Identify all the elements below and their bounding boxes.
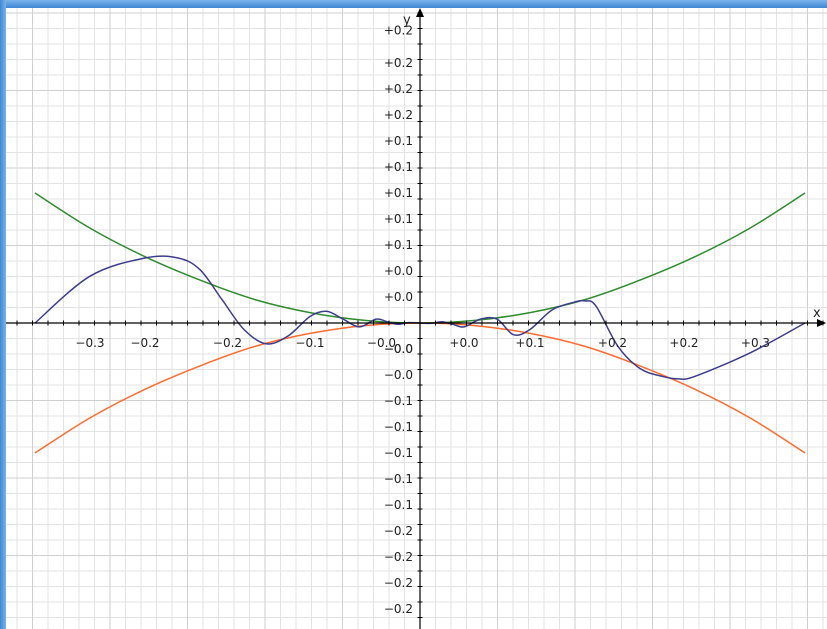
y-tick-label: −0.2: [384, 524, 413, 538]
x-tick-label: −0.1: [295, 336, 324, 350]
y-tick-label: −0.1: [384, 420, 413, 434]
x-tick-label: +0.0: [449, 336, 478, 350]
x-tick-label: +0.2: [598, 336, 627, 350]
x-tick-label: −0.3: [75, 336, 104, 350]
y-tick-label: −0.1: [384, 498, 413, 512]
y-tick-label: −0.0: [384, 342, 413, 356]
x-tick-label: −0.2: [213, 336, 242, 350]
y-tick-label: +0.1: [384, 134, 413, 148]
y-tick-label: −0.1: [384, 394, 413, 408]
x-axis-label: x: [813, 306, 821, 321]
plot-area[interactable]: x y −0.3 −0.2 −0.2 −0.1 −0.0 +0.0 +0.1 +0.2 +0.2…: [6, 8, 827, 629]
y-tick-label: +0.2: [384, 56, 413, 70]
x-tick-label: +0.1: [515, 336, 544, 350]
x-tick-label: +0.2: [669, 336, 698, 350]
x-tick-label: +0.3: [741, 336, 770, 350]
y-tick-label: +0.2: [384, 108, 413, 122]
y-tick-label: +0.2: [384, 24, 413, 38]
y-tick-label: −0.1: [384, 472, 413, 486]
y-tick-label: +0.1: [384, 212, 413, 226]
origin-tick-label: −0.0: [384, 342, 413, 356]
grid: [6, 8, 827, 629]
window-frame-left: [0, 0, 6, 629]
y-tick-label: +0.1: [384, 160, 413, 174]
y-tick-label: −0.2: [384, 602, 413, 616]
y-tick-label: +0.0: [384, 290, 413, 304]
axes: x y: [6, 8, 826, 629]
y-tick-label: −0.2: [384, 576, 413, 590]
y-tick-label: −0.2: [384, 550, 413, 564]
y-tick-label: −0.0: [384, 368, 413, 382]
y-axis-label: y: [403, 13, 411, 28]
window-frame-top: [0, 0, 827, 8]
x-tick-label: −0.2: [130, 336, 159, 350]
y-tick-label: +0.2: [384, 82, 413, 96]
y-tick-label: −0.1: [384, 446, 413, 460]
ticks: −0.3 −0.2 −0.2 −0.1 −0.0 +0.0 +0.1 +0.2 +0.2 +0.3…: [16, 12, 824, 618]
x-axis-arrow-icon: [817, 319, 826, 327]
x-tick-label: −0.0: [367, 336, 396, 350]
y-tick-label: +0.1: [384, 186, 413, 200]
y-tick-label: +0.1: [384, 238, 413, 252]
y-tick-label: +0.0: [384, 264, 413, 278]
function-plot[interactable]: x y −0.3 −0.2 −0.2 −0.1 −0.0 +0.0 +0.1 +0.2 +0.2…: [6, 8, 827, 629]
